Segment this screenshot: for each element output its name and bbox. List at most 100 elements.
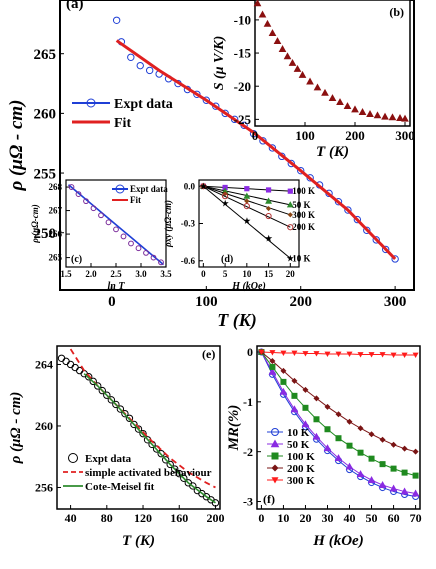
data-point [400, 487, 409, 495]
y-axis-label: MR(%) [226, 405, 242, 452]
data-point [166, 460, 174, 469]
x-tick-label: 30 [321, 511, 333, 525]
data-point [222, 184, 228, 191]
data-point [189, 482, 197, 490]
data-point [139, 429, 147, 438]
x-axis-label: T (K) [217, 310, 257, 331]
legend-marker [270, 439, 280, 448]
data-point [306, 77, 314, 85]
data-point [357, 425, 364, 432]
data-point [334, 454, 343, 462]
x-tick-label: 80 [101, 511, 113, 525]
data-point [351, 105, 359, 113]
legend-marker [271, 428, 279, 436]
y-tick-label: 256 [35, 481, 53, 495]
data-point [98, 386, 106, 395]
panel-d: 0 5 10 15 20 0.0 -0.3 -0.6 H (kOe) ρxy (μΩ-cm) 100… [163, 179, 315, 292]
data-point [390, 465, 397, 472]
x-tick-label: 0 [252, 128, 259, 143]
x-tick-label: 120 [134, 511, 152, 525]
panel-c: 1.5 2.0 2.5 3.0 3.5 265 266 267 268 ln T ρ (μΩ-cm)… [30, 179, 172, 292]
data-point: ★ [222, 199, 230, 208]
data-point [265, 205, 272, 212]
x-tick-label: 3.0 [135, 269, 147, 279]
data-point [287, 159, 295, 168]
data-point [390, 441, 397, 448]
x-tick-label: 5 [223, 269, 228, 279]
data-point [321, 88, 329, 96]
data-point [263, 19, 272, 27]
x-tick-label: 200 [345, 128, 365, 143]
data-point [135, 245, 142, 252]
data-point [401, 445, 408, 452]
data-point [335, 351, 342, 357]
x-axis-label: H (kOe) [231, 281, 266, 292]
legend-label: Cote-Meisel fit [85, 481, 155, 493]
x-tick-label: 100 [295, 128, 315, 143]
data-point [112, 16, 121, 24]
x-tick-label: 1.5 [60, 269, 72, 279]
data-point [83, 198, 89, 205]
data-point [343, 102, 352, 110]
data-point [280, 378, 287, 385]
data-point [128, 240, 134, 247]
data-point [268, 367, 277, 375]
data-point [68, 184, 75, 190]
series-label: 300 K [292, 210, 315, 220]
data-point [265, 187, 272, 193]
x-axis-label: T (K) [122, 533, 155, 549]
data-point [265, 197, 273, 204]
data-point [313, 351, 320, 357]
data-point [306, 174, 314, 182]
data-point [287, 188, 293, 194]
y-tick-label: -1 [243, 395, 253, 409]
y-tick-label: 265 [34, 47, 57, 63]
data-point [334, 197, 343, 206]
x-tick-label: 20 [299, 511, 311, 525]
series-label: 100 K [292, 186, 315, 196]
x-tick-label: 300 [384, 294, 407, 310]
x-axis-label: T (K) [316, 144, 349, 160]
data-point [280, 350, 287, 356]
legend-label: simple activated behaviour [85, 467, 212, 479]
data-point [368, 352, 375, 358]
data-point [353, 215, 362, 224]
y-axis-label: ρ (μΩ - cm) [6, 100, 27, 192]
legend-label: 300 K [287, 475, 315, 487]
y-tick-label: 268 [49, 182, 63, 192]
data-point [401, 469, 408, 476]
panel-label: (f) [263, 492, 275, 506]
y-tick-label: 250 [34, 226, 57, 242]
legend-marker [68, 453, 78, 463]
data-point [346, 418, 353, 425]
data-point [328, 94, 337, 102]
data-point [243, 192, 251, 199]
data-point [312, 432, 321, 440]
data-point [391, 255, 399, 263]
x-axis-label: ln T [108, 281, 126, 292]
data-point [287, 224, 294, 231]
data-point [103, 391, 111, 399]
legend-label: 200 K [287, 463, 315, 475]
series-label: 10 K [292, 253, 310, 263]
data-point [366, 110, 374, 117]
x-tick-label: 0 [258, 511, 264, 525]
data-point [150, 254, 157, 261]
data-point [121, 409, 129, 418]
y-tick-label: -25 [234, 112, 252, 127]
legend-label: Fit [130, 195, 141, 205]
data-point [412, 352, 419, 358]
y-tick-label: 255 [34, 166, 57, 182]
data-point [302, 386, 309, 393]
y-tick-label: -20 [234, 79, 251, 94]
x-tick-label: 200 [206, 511, 224, 525]
y-tick-label: 265 [49, 253, 63, 263]
data-point [287, 212, 293, 218]
x-tick-label: 40 [65, 511, 77, 525]
data-point [175, 469, 183, 478]
y-tick-label: -15 [234, 46, 252, 61]
y-tick-label: 0 [247, 345, 253, 359]
x-tick-label: 70 [410, 511, 422, 525]
data-point [283, 52, 292, 60]
